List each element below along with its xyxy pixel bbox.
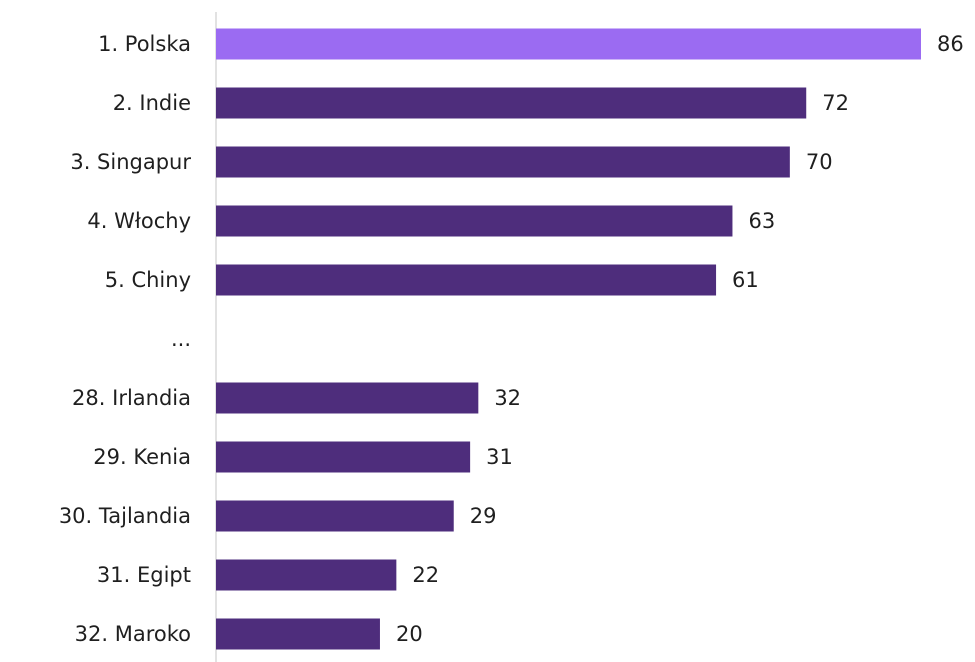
category-label: 29. Kenia	[93, 445, 191, 469]
value-label: 29	[470, 504, 497, 528]
value-label: 72	[822, 91, 849, 115]
category-label: 2. Indie	[113, 91, 191, 115]
bar	[216, 205, 733, 237]
value-label: 63	[748, 209, 775, 233]
bar	[216, 441, 471, 473]
category-label: ...	[171, 327, 191, 351]
category-labels-group: 1. Polska 2. Indie 3. Singapur 4. Włochy 5. …	[59, 32, 192, 646]
value-label: 70	[806, 150, 833, 174]
bars-group	[216, 28, 921, 650]
category-label: 5. Chiny	[105, 268, 191, 292]
bar	[216, 264, 717, 296]
category-label: 4. Włochy	[87, 209, 191, 233]
value-label: 20	[396, 622, 423, 646]
bar	[216, 559, 397, 591]
value-label: 61	[732, 268, 759, 292]
category-label: 30. Tajlandia	[59, 504, 191, 528]
category-label: 3. Singapur	[70, 150, 191, 174]
bar	[216, 382, 479, 414]
category-label: 31. Egipt	[97, 563, 191, 587]
value-label: 86	[937, 32, 964, 56]
value-label: 31	[486, 445, 513, 469]
bar	[216, 618, 380, 650]
bar	[216, 87, 807, 119]
bar	[216, 28, 921, 60]
category-label: 1. Polska	[98, 32, 191, 56]
bar	[216, 146, 790, 178]
category-label: 32. Maroko	[75, 622, 191, 646]
value-label: 32	[494, 386, 521, 410]
category-label: 28. Irlandia	[72, 386, 191, 410]
value-label: 22	[412, 563, 439, 587]
value-labels-group: 86 72 70 63 61 32 31 29 22 20	[396, 32, 964, 646]
bar	[216, 500, 454, 532]
